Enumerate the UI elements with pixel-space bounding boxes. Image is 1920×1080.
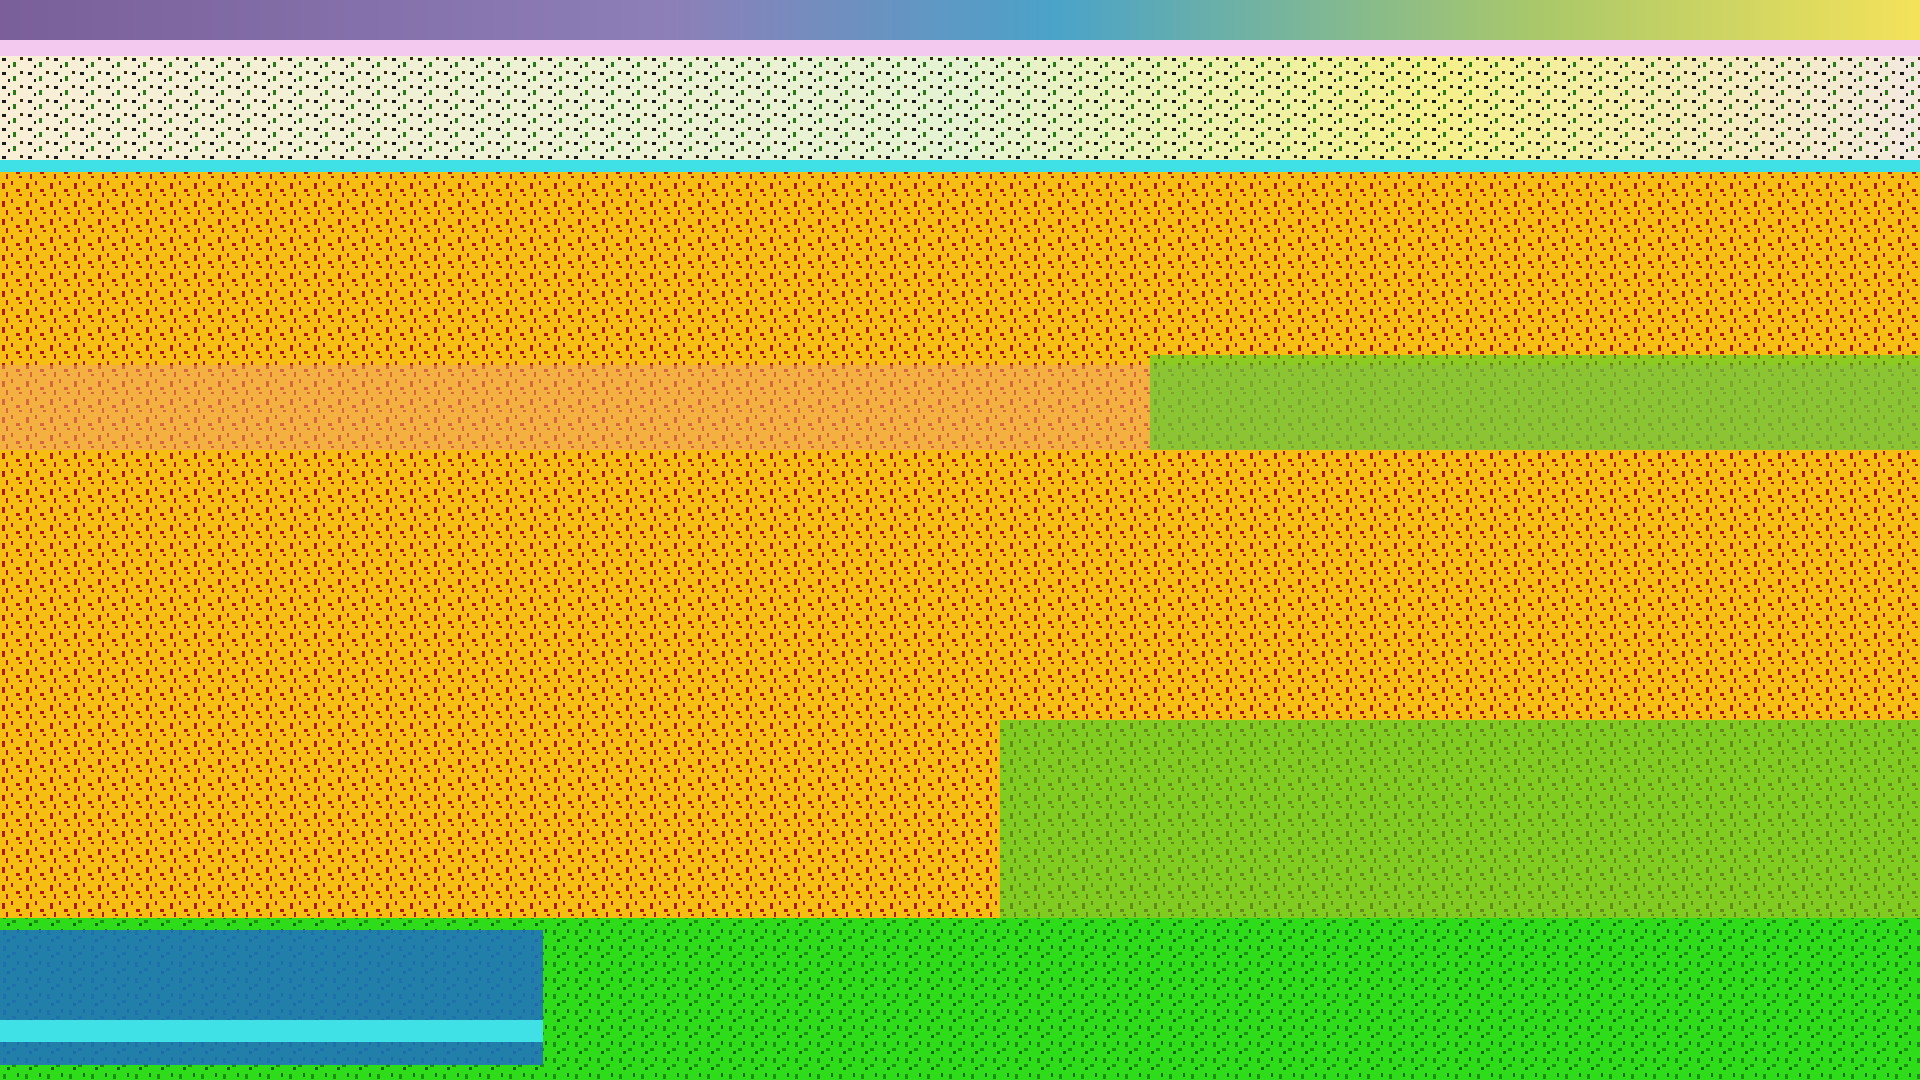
content-lower-block (1000, 720, 1920, 920)
content-highlight (1150, 355, 1920, 450)
cyan-rule (0, 160, 1920, 172)
top-strip (0, 0, 1920, 40)
footer-panel-stripe (0, 1020, 543, 1042)
footer-panel (0, 930, 543, 1065)
header-noise (0, 56, 1920, 160)
pink-stripe (0, 40, 1920, 56)
